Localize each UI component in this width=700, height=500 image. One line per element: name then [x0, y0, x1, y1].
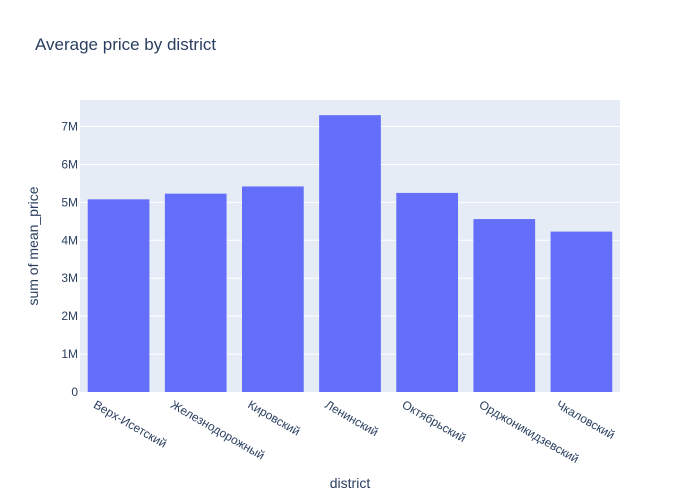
y-tick-label: 5M [61, 195, 78, 209]
y-tick-label: 6M [61, 157, 78, 171]
bars [87, 115, 613, 393]
bar[interactable] [87, 199, 150, 392]
y-axis-ticks: 0 1M 2M 3M 4M 5M 6M 7M [61, 120, 78, 399]
x-axis-title: district [330, 475, 371, 491]
x-tick-label: Чкаловский [554, 397, 617, 442]
x-tick-label: Октябрьский [400, 397, 469, 445]
y-tick-label: 7M [61, 120, 78, 134]
x-tick-label: Кировский [245, 397, 302, 438]
x-tick-label: Ленинский [323, 397, 381, 439]
y-tick-label: 0 [71, 385, 78, 399]
chart-title: Average price by district [35, 35, 216, 54]
y-tick-label: 1M [61, 347, 78, 361]
bar[interactable] [164, 193, 227, 392]
bar[interactable] [550, 231, 613, 392]
y-tick-label: 4M [61, 233, 78, 247]
bar[interactable] [396, 192, 458, 392]
bar[interactable] [242, 186, 304, 392]
x-tick-label: Верх-Исетский [91, 397, 169, 450]
y-tick-label: 3M [61, 271, 78, 285]
y-tick-label: 2M [61, 309, 78, 323]
bar[interactable] [319, 115, 381, 393]
y-axis-title: sum of mean_price [25, 186, 41, 305]
bar[interactable] [473, 219, 536, 392]
